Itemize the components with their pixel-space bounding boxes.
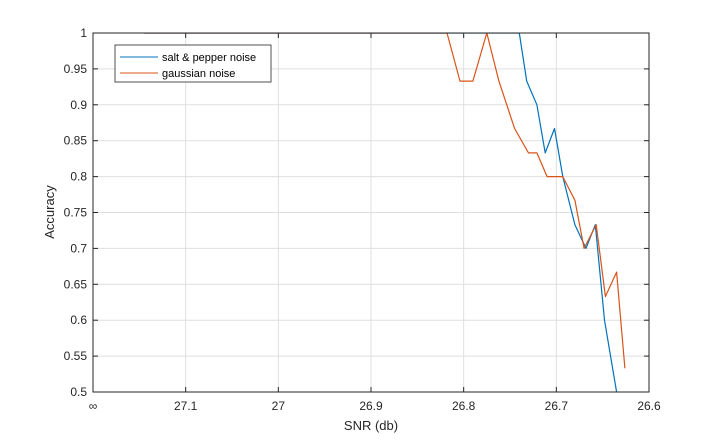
x-tick-label: 26.6 xyxy=(637,399,661,413)
y-tick-label: 0.8 xyxy=(70,170,87,184)
y-tick-label: 0.5 xyxy=(70,385,87,399)
legend-box xyxy=(114,44,272,83)
y-tick-label: 0.65 xyxy=(64,277,88,291)
series-lines xyxy=(144,33,626,392)
ticks: ∞ 27.1 27 26.9 26.8 26.7 26.6 1 0.95 0.9 0.85 0.8 0.… xyxy=(64,26,661,413)
y-tick-label: 0.7 xyxy=(70,241,87,255)
x-tick-label: 26.8 xyxy=(452,399,476,413)
x-tick-label: 26.9 xyxy=(359,399,383,413)
y-tick-label: 0.55 xyxy=(64,349,88,363)
y-tick-label: 0.6 xyxy=(70,313,87,327)
series-line-gaussian xyxy=(144,33,626,369)
y-tick-label: 0.9 xyxy=(70,98,87,112)
x-tick-label: 27 xyxy=(272,399,286,413)
x-tick-label: 26.7 xyxy=(545,399,569,413)
legend-label-salt-pepper: salt & pepper noise xyxy=(162,52,256,64)
x-tick-label: ∞ xyxy=(89,399,98,413)
y-axis-title: Accuracy xyxy=(42,185,57,239)
x-tick-label: 27.1 xyxy=(174,399,198,413)
y-tick-label: 0.75 xyxy=(64,206,88,220)
y-tick-label: 0.95 xyxy=(64,62,88,76)
y-tick-label: 1 xyxy=(80,26,87,40)
legend-label-gaussian: gaussian noise xyxy=(162,68,235,80)
x-axis-title: SNR (db) xyxy=(344,418,398,433)
legend: salt & pepper noise gaussian noise xyxy=(114,44,272,83)
y-tick-label: 0.85 xyxy=(64,134,88,148)
